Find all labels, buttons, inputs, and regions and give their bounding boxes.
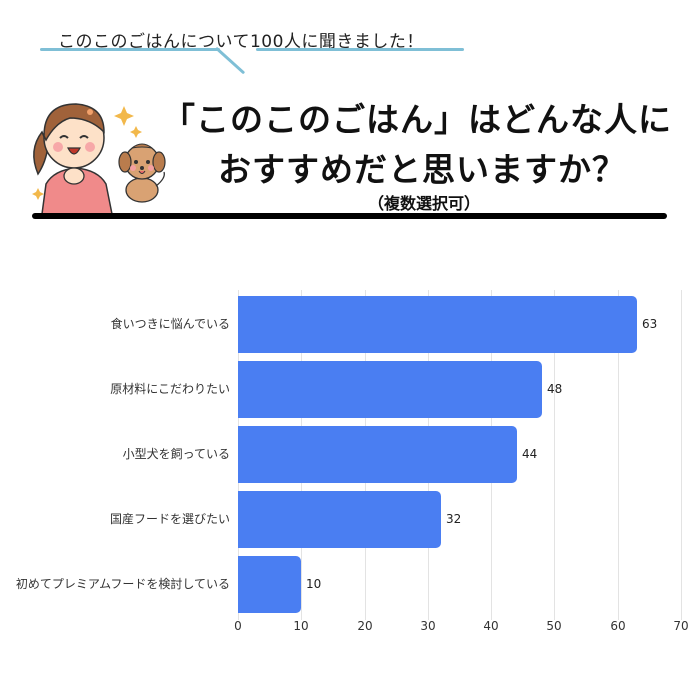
bar-shokuitsuki [238,296,637,353]
gridline [618,290,619,620]
title-divider [32,213,667,219]
bar-kogataken [238,426,517,483]
category-label: 国産フードを選びたい [109,512,230,526]
category-label: 原材料にこだわりたい [110,382,230,396]
woman-and-dog-illustration [32,103,166,214]
page-title-line-1: 「このこのごはん」はどんな人に [162,100,672,139]
page-title-line-2: おすすめだと思いますか？ [218,150,626,189]
x-tick-label: 40 [483,619,499,633]
x-tick-label: 30 [420,619,436,633]
x-tick-label: 70 [673,619,689,633]
bar-chart-plot: 63 48 44 32 10 [238,290,682,620]
x-tick-label: 60 [610,619,626,633]
x-tick-label: 10 [293,619,309,633]
category-label: 初めてプレミアムフードを検討している [15,577,230,591]
bar-value-label: 10 [306,577,322,591]
bar-value-label: 63 [642,317,658,331]
callout-underline-left [40,48,220,51]
bar-kokusan [238,491,441,548]
category-label: 小型犬を飼っている [122,447,230,461]
bar-value-label: 48 [547,382,563,396]
bar-value-label: 32 [446,512,462,526]
gridline [554,290,555,620]
x-tick-label: 50 [546,619,562,633]
gridline [681,290,682,620]
category-label: 食いつきに悩んでいる [110,317,230,331]
survey-callout: このこのごはんについて100人に聞きました！ [58,32,424,52]
bar-genzairyo [238,361,542,418]
callout-underline-right [256,48,464,51]
x-tick-label: 20 [357,619,373,633]
bar-value-label: 44 [522,447,538,461]
bar-premium [238,556,301,613]
x-tick-label: 0 [234,619,242,633]
multiple-choice-note: （複数選択可） [368,194,481,213]
